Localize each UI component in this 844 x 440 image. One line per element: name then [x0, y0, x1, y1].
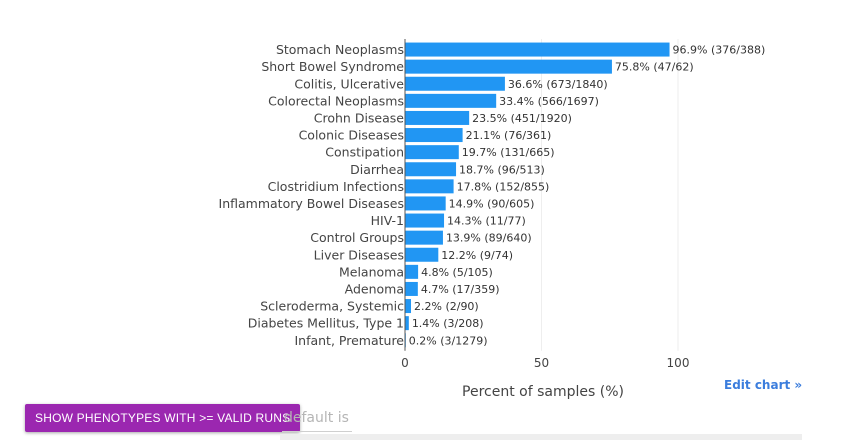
y-category-label: HIV-1 [371, 213, 404, 228]
bar-value-label: 96.9% (376/388) [673, 44, 766, 57]
y-category-label: Control Groups [310, 230, 404, 245]
bar[interactable] [405, 59, 612, 74]
x-tick-label: 50 [534, 356, 549, 370]
y-category-label: Inflammatory Bowel Diseases [219, 196, 404, 211]
bar-value-label: 36.6% (673/1840) [508, 78, 608, 91]
y-category-label: Stomach Neoplasms [276, 42, 404, 57]
bar[interactable] [405, 42, 670, 57]
y-category-label: Constipation [325, 145, 404, 160]
bar[interactable] [405, 230, 443, 245]
bar[interactable] [405, 76, 505, 91]
bar[interactable] [405, 93, 497, 108]
bar[interactable] [405, 299, 412, 314]
y-category-label: Liver Diseases [314, 247, 404, 262]
bar-value-label: 4.8% (5/105) [421, 266, 493, 279]
y-category-label: Colorectal Neoplasms [268, 93, 404, 108]
bar-value-label: 14.3% (11/77) [447, 215, 526, 228]
x-tick-label: 0 [401, 356, 409, 370]
bar-value-label: 19.7% (131/665) [462, 146, 555, 159]
bar[interactable] [405, 281, 418, 296]
y-category-label: Crohn Disease [314, 110, 405, 125]
x-tick-label: 100 [667, 356, 690, 370]
y-category-label: Diabetes Mellitus, Type 1 [248, 316, 404, 331]
bar[interactable] [405, 110, 470, 125]
bar[interactable] [405, 179, 454, 194]
bar-value-label: 12.2% (9/74) [441, 249, 513, 262]
bar[interactable] [405, 316, 409, 331]
bar-value-label: 13.9% (89/640) [446, 232, 532, 245]
bar[interactable] [405, 162, 457, 177]
bar-value-label: 0.2% (3/1279) [409, 334, 488, 347]
y-category-label: Scleroderma, Systemic [260, 299, 404, 314]
bar-value-label: 75.8% (47/62) [615, 61, 694, 74]
y-category-label: Adenoma [345, 281, 404, 296]
y-category-label: Colonic Diseases [299, 128, 404, 143]
bar-value-label: 1.4% (3/208) [412, 317, 484, 330]
bar[interactable] [405, 145, 459, 160]
bar-value-label: 14.9% (90/605) [449, 197, 535, 210]
bar-value-label: 33.4% (566/1697) [499, 95, 599, 108]
y-category-label: Clostridium Infections [268, 179, 404, 194]
y-category-label: Infant, Premature [294, 333, 404, 348]
bar[interactable] [405, 213, 445, 228]
bar-value-label: 4.7% (17/359) [421, 283, 500, 296]
y-category-label: Colitis, Ulcerative [294, 76, 404, 91]
bar[interactable] [405, 264, 419, 279]
bar-value-label: 2.2% (2/90) [414, 300, 479, 313]
bottom-strip [280, 434, 802, 440]
bar-value-label: 23.5% (451/1920) [472, 112, 572, 125]
bar[interactable] [405, 196, 446, 211]
bar[interactable] [405, 247, 439, 262]
y-category-label: Short Bowel Syndrome [261, 59, 404, 74]
bar-value-label: 21.1% (76/361) [466, 129, 552, 142]
x-axis-title: Percent of samples (%) [462, 384, 624, 400]
bar-value-label: 18.7% (96/513) [459, 163, 545, 176]
y-category-label: Diarrhea [350, 162, 404, 177]
show-phenotypes-button[interactable]: SHOW PHENOTYPES WITH >= VALID RUNS [25, 404, 301, 432]
y-category-label: Melanoma [339, 264, 404, 279]
bar-value-label: 17.8% (152/855) [457, 180, 550, 193]
edit-chart-link[interactable]: Edit chart » [724, 378, 803, 392]
bar[interactable] [405, 128, 463, 143]
valid-runs-input[interactable] [282, 405, 352, 432]
